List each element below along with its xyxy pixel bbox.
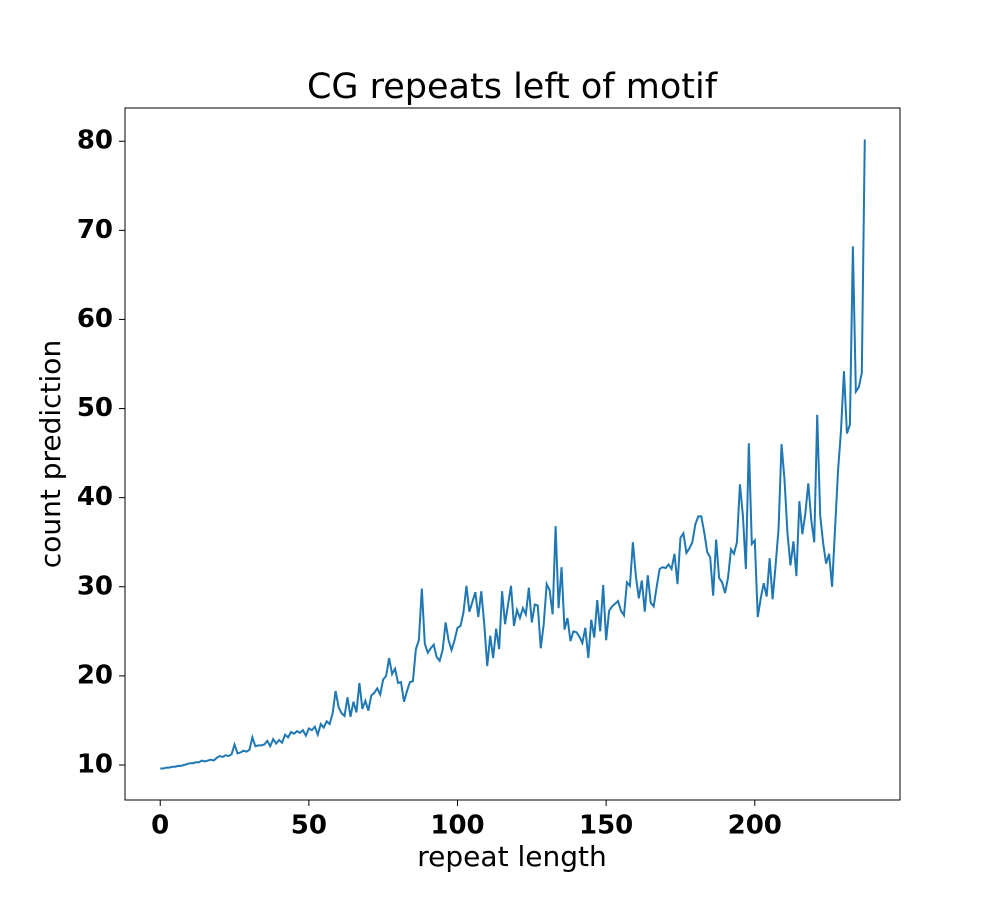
y-tick-label: 40: [77, 482, 113, 512]
x-tick-label: 100: [430, 811, 484, 841]
x-tick-label: 200: [728, 811, 782, 841]
data-line: [160, 139, 866, 770]
y-tick-label: 20: [77, 660, 113, 690]
plot-area: [124, 107, 901, 801]
x-tick-label: 0: [151, 811, 169, 841]
y-tick-label: 30: [77, 571, 113, 601]
y-tick-label: 60: [77, 304, 113, 334]
y-axis-label: count prediction: [34, 340, 67, 568]
y-tick-label: 70: [77, 215, 113, 245]
chart-title: CG repeats left of motif: [307, 67, 718, 107]
y-tick-label: 80: [77, 126, 113, 156]
x-tick-label: 50: [291, 811, 327, 841]
x-axis-label: repeat length: [417, 840, 606, 873]
y-tick-label: 50: [77, 393, 113, 423]
y-tick-label: 10: [77, 749, 113, 779]
x-tick-label: 150: [579, 811, 633, 841]
